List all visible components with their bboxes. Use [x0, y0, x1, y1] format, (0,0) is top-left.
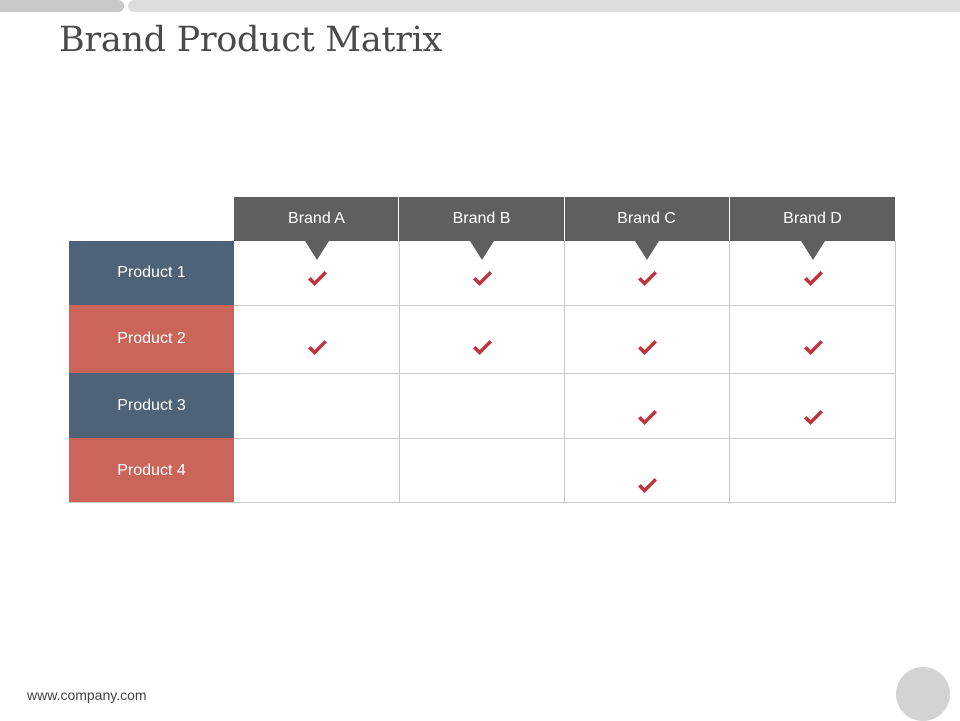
- header-divider: [564, 197, 565, 241]
- brand-header-label: Brand B: [452, 210, 511, 227]
- check-icon: [307, 271, 327, 286]
- grid-line-horizontal: [234, 305, 896, 306]
- product-label-2: Product 2: [69, 305, 234, 373]
- top-accent-bar-left: [0, 0, 124, 12]
- brand-header-pointer: [634, 241, 659, 260]
- brand-header-4: Brand D: [730, 197, 895, 260]
- grid-line-bottom: [69, 502, 896, 503]
- brand-header-3: Brand C: [564, 197, 729, 260]
- product-label-3: Product 3: [69, 373, 234, 438]
- brand-header-1: Brand A: [234, 197, 399, 260]
- grid-line-vertical: [895, 241, 896, 503]
- grid-line-horizontal: [234, 373, 896, 374]
- brand-header-label: Brand D: [783, 210, 842, 227]
- corner-decoration-circle: [896, 667, 950, 721]
- product-label-1: Product 1: [69, 241, 234, 305]
- check-icon: [472, 340, 492, 355]
- grid-line-vertical: [399, 241, 400, 503]
- product-label-4: Product 4: [69, 438, 234, 503]
- brand-header-label: Brand A: [288, 210, 345, 227]
- header-divider: [729, 197, 730, 241]
- brand-header-pointer: [800, 241, 825, 260]
- check-icon: [307, 340, 327, 355]
- check-icon: [803, 410, 823, 425]
- brand-header-label: Brand C: [617, 210, 676, 227]
- check-icon: [637, 271, 657, 286]
- brand-header-pointer: [304, 241, 329, 260]
- check-icon: [803, 340, 823, 355]
- footer-url[interactable]: www.company.com: [27, 687, 147, 703]
- brand-header-2: Brand B: [399, 197, 564, 260]
- grid-line-horizontal: [234, 438, 896, 439]
- slide-title: Brand Product Matrix: [59, 20, 442, 60]
- check-icon: [803, 271, 823, 286]
- check-icon: [637, 410, 657, 425]
- check-icon: [637, 478, 657, 493]
- check-icon: [637, 340, 657, 355]
- grid-line-vertical: [564, 241, 565, 503]
- brand-header-pointer: [469, 241, 494, 260]
- grid-line-vertical: [729, 241, 730, 503]
- header-divider: [398, 197, 399, 241]
- check-icon: [472, 271, 492, 286]
- top-accent-bar-right: [128, 0, 960, 12]
